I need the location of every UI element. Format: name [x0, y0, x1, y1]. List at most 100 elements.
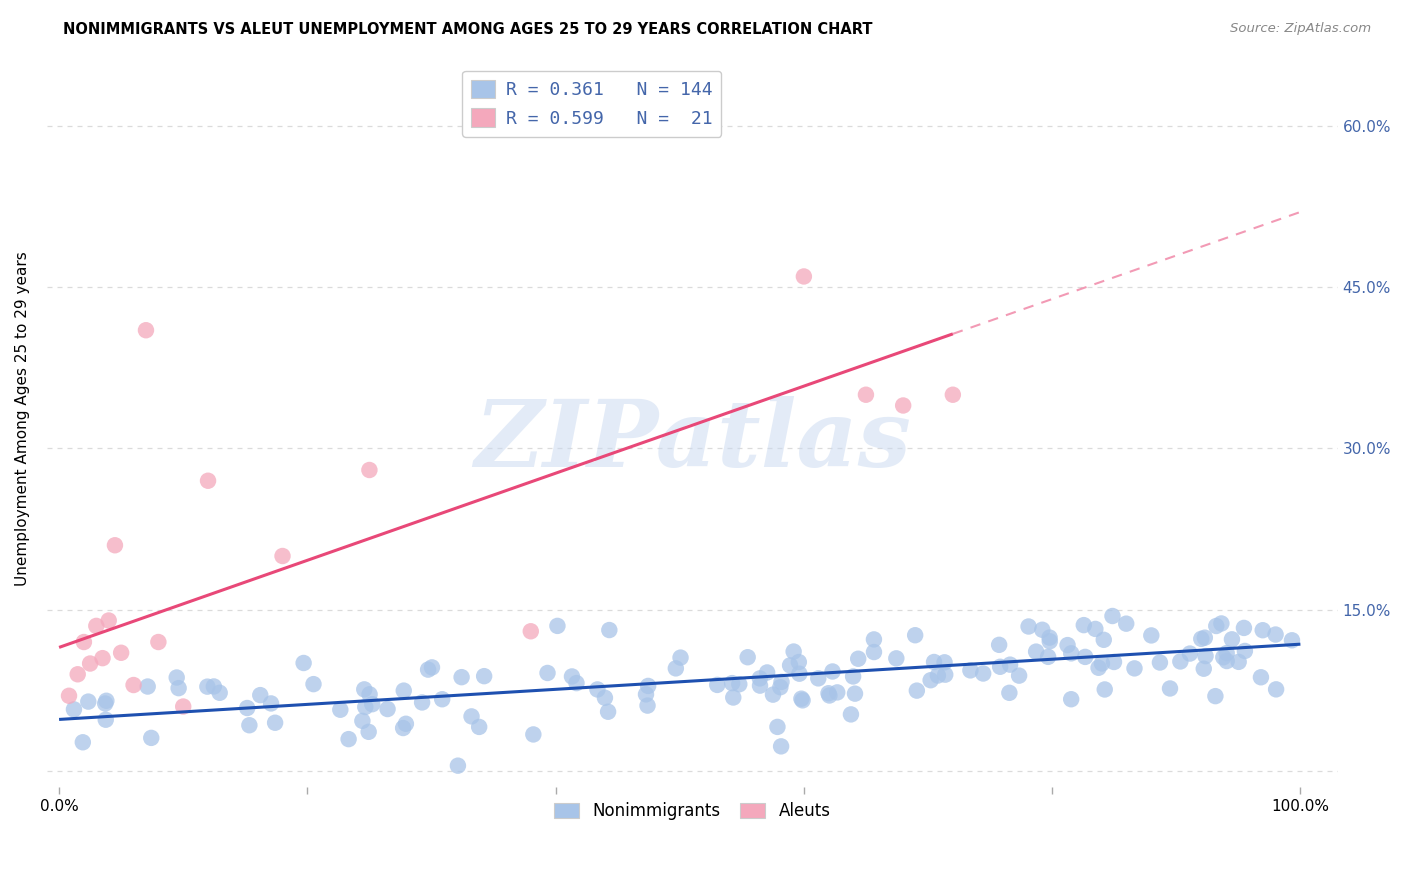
Point [94, 697, 117, 711]
Point [72, 735, 94, 749]
Point [94, 713, 117, 727]
Point [1087, 661, 1109, 675]
Point [260, 697, 283, 711]
Point [1194, 648, 1216, 663]
Point [395, 716, 418, 731]
Point [769, 680, 792, 694]
Point [66, 667, 89, 681]
Point [766, 720, 789, 734]
Point [1250, 670, 1272, 684]
Point [420, 660, 443, 674]
Point [1205, 619, 1227, 633]
Point [1159, 681, 1181, 696]
Point [891, 399, 914, 413]
Point [522, 727, 544, 741]
Point [96, 694, 118, 708]
Point [637, 698, 659, 713]
Point [756, 665, 779, 680]
Point [855, 388, 877, 402]
Point [352, 714, 374, 728]
Point [1251, 624, 1274, 638]
Point [1123, 661, 1146, 675]
Point [737, 650, 759, 665]
Point [1233, 621, 1256, 635]
Point [1091, 657, 1114, 671]
Point [1211, 616, 1233, 631]
Point [271, 549, 294, 563]
Point [565, 676, 588, 690]
Point [942, 388, 965, 402]
Point [972, 666, 994, 681]
Point [432, 692, 454, 706]
Point [353, 682, 375, 697]
Point [450, 670, 472, 684]
Point [988, 638, 1011, 652]
Legend: Nonimmigrants, Aleuts: Nonimmigrants, Aleuts [547, 796, 837, 827]
Point [1008, 668, 1031, 682]
Point [392, 683, 415, 698]
Point [195, 680, 218, 694]
Point [1281, 633, 1303, 648]
Point [104, 538, 127, 552]
Point [1092, 632, 1115, 647]
Point [1189, 632, 1212, 646]
Point [762, 688, 785, 702]
Point [793, 269, 815, 284]
Point [634, 687, 657, 701]
Point [790, 691, 813, 706]
Point [1060, 692, 1083, 706]
Point [1094, 682, 1116, 697]
Point [91, 651, 114, 665]
Point [1073, 618, 1095, 632]
Point [782, 644, 804, 658]
Point [1115, 616, 1137, 631]
Point [1220, 632, 1243, 647]
Point [839, 707, 862, 722]
Point [357, 724, 380, 739]
Point [842, 669, 865, 683]
Point [721, 676, 744, 690]
Point [447, 758, 470, 772]
Point [238, 718, 260, 732]
Point [460, 709, 482, 723]
Point [723, 690, 745, 705]
Point [770, 739, 793, 754]
Point [416, 663, 439, 677]
Point [264, 715, 287, 730]
Point [1233, 644, 1256, 658]
Point [1178, 647, 1201, 661]
Point [1031, 623, 1053, 637]
Y-axis label: Unemployment Among Ages 25 to 29 years: Unemployment Among Ages 25 to 29 years [15, 252, 30, 586]
Point [561, 669, 583, 683]
Point [844, 687, 866, 701]
Point [546, 619, 568, 633]
Point [520, 624, 543, 639]
Point [141, 731, 163, 745]
Point [77, 695, 100, 709]
Point [905, 683, 928, 698]
Point [135, 323, 157, 337]
Point [586, 682, 609, 697]
Point [1018, 619, 1040, 633]
Point [292, 656, 315, 670]
Point [1216, 654, 1239, 668]
Point [1056, 638, 1078, 652]
Point [249, 688, 271, 702]
Point [361, 697, 384, 711]
Point [863, 645, 886, 659]
Point [665, 661, 688, 675]
Point [669, 650, 692, 665]
Text: Source: ZipAtlas.com: Source: ZipAtlas.com [1230, 22, 1371, 36]
Point [770, 674, 793, 689]
Point [197, 474, 219, 488]
Point [354, 700, 377, 714]
Point [472, 669, 495, 683]
Point [73, 635, 96, 649]
Point [825, 685, 848, 699]
Point [863, 632, 886, 647]
Point [1192, 662, 1215, 676]
Point [934, 656, 956, 670]
Point [1194, 631, 1216, 645]
Point [818, 689, 841, 703]
Point [749, 679, 772, 693]
